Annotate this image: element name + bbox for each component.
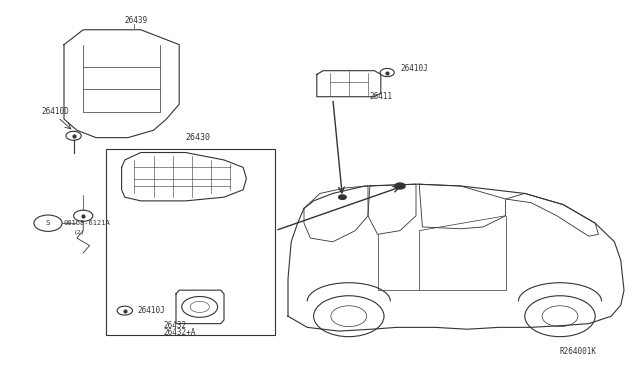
Circle shape <box>395 183 405 189</box>
Text: 26432: 26432 <box>163 321 186 330</box>
Text: 26410D: 26410D <box>42 107 69 116</box>
Text: S: S <box>46 220 50 226</box>
Text: 26410J: 26410J <box>400 64 428 73</box>
Text: 26439: 26439 <box>125 16 148 25</box>
Text: 26410J: 26410J <box>138 306 165 315</box>
Bar <box>106 149 275 335</box>
Text: 26411: 26411 <box>370 92 393 101</box>
Text: 26430: 26430 <box>186 133 211 142</box>
Text: R264001K: R264001K <box>560 347 597 356</box>
Text: (2): (2) <box>74 230 85 235</box>
Circle shape <box>339 195 346 199</box>
Text: 26432+A: 26432+A <box>163 328 196 337</box>
Text: 08168-6121A: 08168-6121A <box>64 220 111 226</box>
